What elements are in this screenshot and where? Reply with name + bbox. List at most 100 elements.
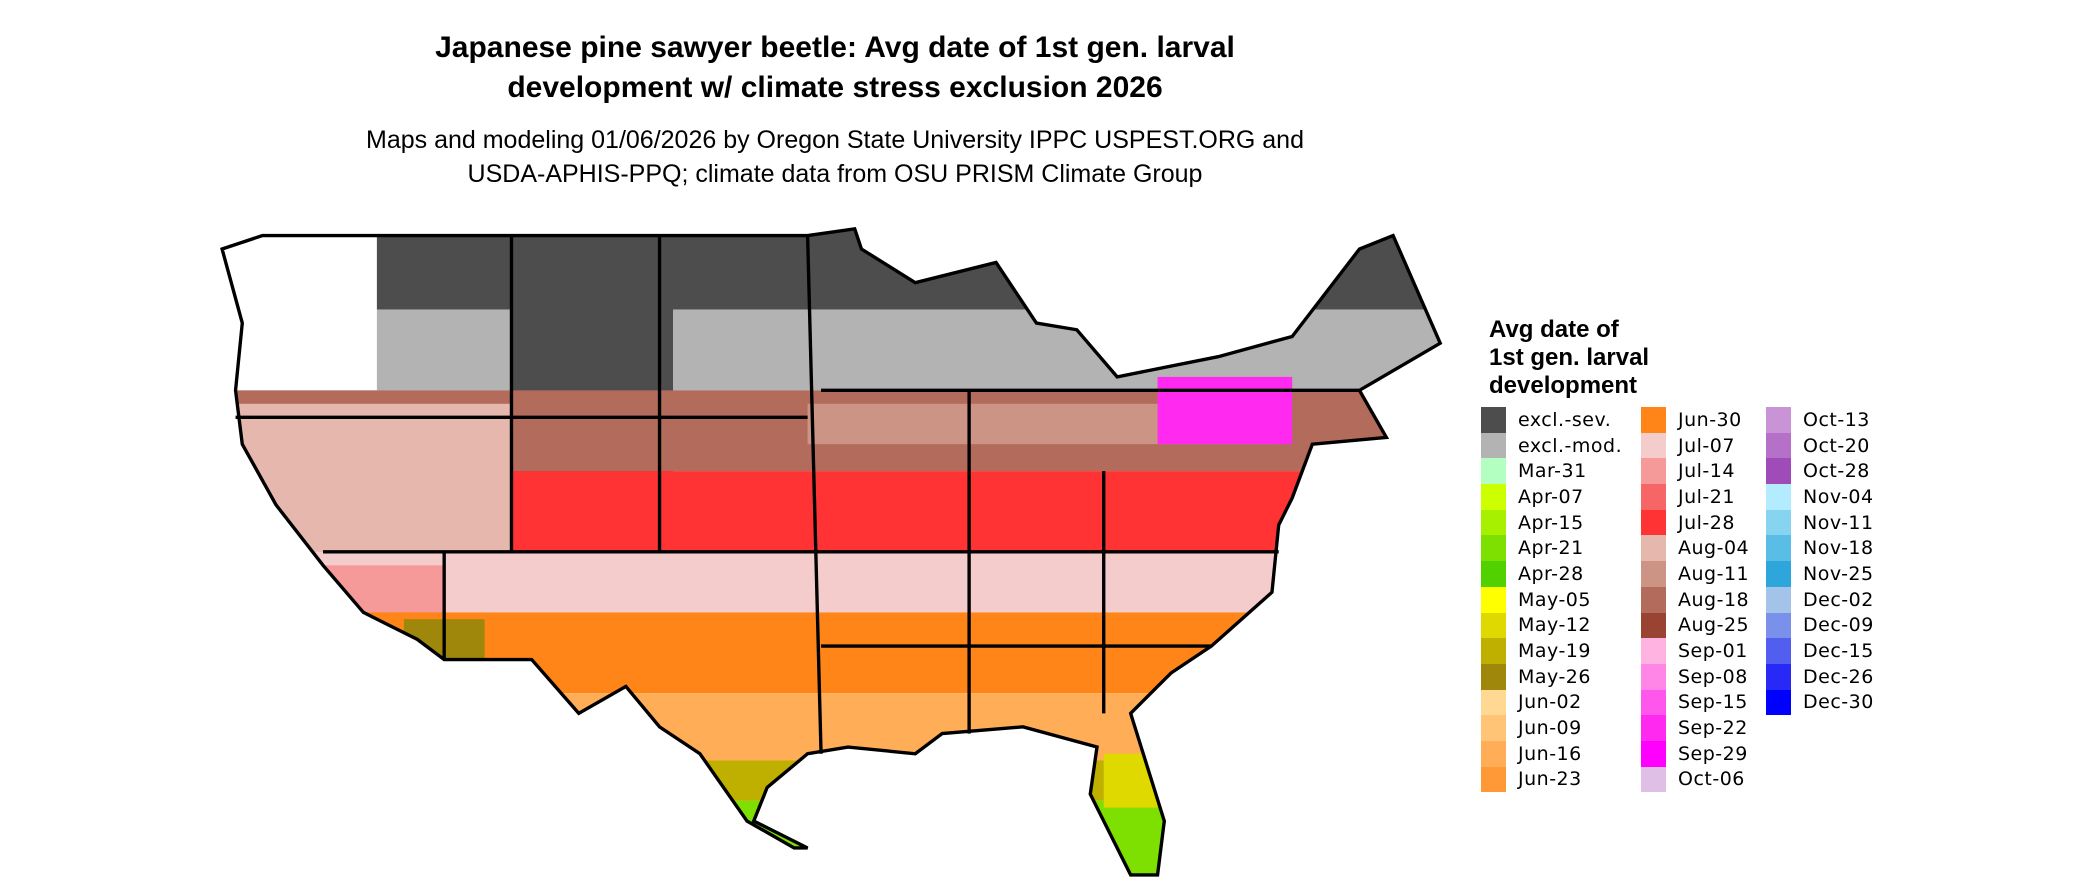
legend-swatch	[1766, 484, 1791, 510]
legend-swatch	[1641, 484, 1666, 510]
legend-swatch	[1766, 509, 1791, 536]
legend-swatch	[1481, 715, 1506, 741]
legend-label: Nov-25	[1803, 562, 1874, 585]
legend-item: Sep-15	[1641, 689, 1749, 716]
legend-swatch	[1766, 535, 1791, 562]
legend-swatch	[1641, 638, 1666, 664]
legend-item: Jun-02	[1481, 689, 1622, 716]
legend-swatch	[1641, 458, 1666, 485]
legend-label: Sep-15	[1678, 691, 1748, 714]
legend-title-line-1: Avg date of	[1489, 316, 1619, 343]
legend-label: Apr-21	[1518, 537, 1584, 560]
legend-item: Nov-04	[1766, 484, 1874, 510]
map-title-line-2: development w/ climate stress exclusion …	[507, 71, 1163, 104]
legend-label: May-12	[1518, 614, 1591, 637]
legend-label: Apr-07	[1518, 485, 1584, 508]
legend-item: Apr-07	[1481, 484, 1622, 510]
map-subtitle-line-2: USDA-APHIS-PPQ; climate data from OSU PR…	[467, 160, 1203, 188]
legend-swatch	[1481, 535, 1506, 562]
legend-swatch	[1766, 638, 1791, 664]
legend-item: May-19	[1481, 638, 1622, 664]
legend-label: Jun-16	[1518, 742, 1582, 765]
legend-swatch	[1641, 740, 1666, 767]
legend-label: May-05	[1518, 588, 1591, 611]
legend-item: excl.-mod.	[1481, 432, 1623, 459]
legend-label: Oct-06	[1678, 768, 1745, 791]
legend-swatch	[1481, 561, 1506, 587]
legend-swatch	[1766, 432, 1791, 459]
legend-swatch	[1641, 535, 1666, 562]
legend-item: Jun-16	[1481, 740, 1622, 767]
legend-label: Oct-13	[1803, 408, 1870, 431]
legend-item: excl.-sev.	[1481, 407, 1622, 433]
legend-swatch	[1641, 715, 1666, 741]
legend-swatch	[1641, 612, 1666, 639]
legend-swatch	[1766, 561, 1791, 587]
legend-item: Apr-15	[1481, 509, 1622, 536]
legend-column-3: Oct-13 Oct-20 Oct-28 Nov-04 Nov-11 Nov-18 Nov-…	[1766, 407, 1874, 716]
legend-title-line-2: 1st gen. larval	[1489, 344, 1650, 371]
legend-item: Mar-31	[1481, 458, 1622, 485]
legend-label: Jun-09	[1518, 717, 1582, 740]
legend-column-1: excl.-sev. excl.-mod. Mar-31 Apr-07 Apr-15 Ap…	[1481, 407, 1623, 793]
legend-label: Dec-30	[1803, 691, 1874, 714]
legend-item: Nov-11	[1766, 509, 1874, 536]
legend-item: Jul-07	[1641, 432, 1749, 459]
legend-label: Sep-22	[1678, 717, 1748, 740]
legend-label: Apr-15	[1518, 511, 1584, 534]
legend-swatch	[1481, 484, 1506, 510]
legend-label: Dec-09	[1803, 614, 1874, 637]
legend-swatch	[1766, 689, 1791, 716]
legend-item: May-05	[1481, 586, 1622, 613]
legend-item: Jul-21	[1641, 484, 1749, 510]
legend-item: Oct-20	[1766, 432, 1874, 459]
legend-title-line-3: development	[1489, 372, 1638, 399]
legend-label: Jun-30	[1678, 408, 1742, 431]
legend-item: Nov-18	[1766, 535, 1874, 562]
legend-item: Aug-25	[1641, 612, 1750, 639]
legend-label: Jul-28	[1678, 511, 1735, 534]
legend-item: Dec-30	[1766, 689, 1874, 716]
legend-swatch	[1766, 407, 1791, 433]
legend-item: Sep-22	[1641, 715, 1749, 741]
legend-item: Sep-29	[1641, 740, 1749, 767]
legend-item: Oct-13	[1766, 407, 1874, 433]
legend-item: Jun-09	[1481, 715, 1622, 741]
map-subtitle-line-1: Maps and modeling 01/06/2026 by Oregon S…	[366, 126, 1304, 154]
legend-item: Dec-26	[1766, 663, 1874, 690]
legend-label: Jul-07	[1678, 434, 1735, 457]
legend-swatch	[1766, 612, 1791, 639]
legend-swatch	[1481, 689, 1506, 716]
legend-item: May-26	[1481, 663, 1622, 690]
legend-title: Avg date of 1st gen. larval development	[1489, 316, 1649, 400]
legend-swatch	[1481, 766, 1506, 793]
legend-label: Nov-04	[1803, 485, 1874, 508]
legend-label: Aug-25	[1678, 614, 1750, 637]
legend-item: Aug-18	[1641, 586, 1749, 613]
legend-swatch	[1641, 586, 1666, 613]
legend-swatch	[1641, 663, 1666, 690]
legend-swatch	[1641, 432, 1666, 459]
legend-label: Sep-01	[1678, 640, 1748, 663]
legend-swatch	[1641, 509, 1666, 536]
legend-label: Nov-11	[1803, 511, 1874, 534]
legend-label: Oct-28	[1803, 460, 1870, 483]
legend-item: Jun-23	[1481, 766, 1622, 793]
legend-item: Aug-04	[1641, 535, 1749, 562]
legend-item: Nov-25	[1766, 561, 1874, 587]
legend-swatch	[1766, 458, 1791, 485]
legend-label: excl.-mod.	[1518, 434, 1623, 457]
state-borders	[235, 235, 1360, 754]
legend-item: Oct-28	[1766, 458, 1874, 485]
legend-swatch	[1481, 740, 1506, 767]
legend-item: Apr-28	[1481, 561, 1622, 587]
legend-swatch	[1481, 586, 1506, 613]
legend-item: Dec-15	[1766, 638, 1874, 664]
legend-item: Sep-01	[1641, 638, 1749, 664]
legend-label: Aug-11	[1678, 562, 1750, 585]
legend-label: Jul-21	[1678, 485, 1735, 508]
legend-label: Jul-14	[1678, 460, 1735, 483]
legend-item: Dec-09	[1766, 612, 1874, 639]
legend-swatch	[1481, 612, 1506, 639]
